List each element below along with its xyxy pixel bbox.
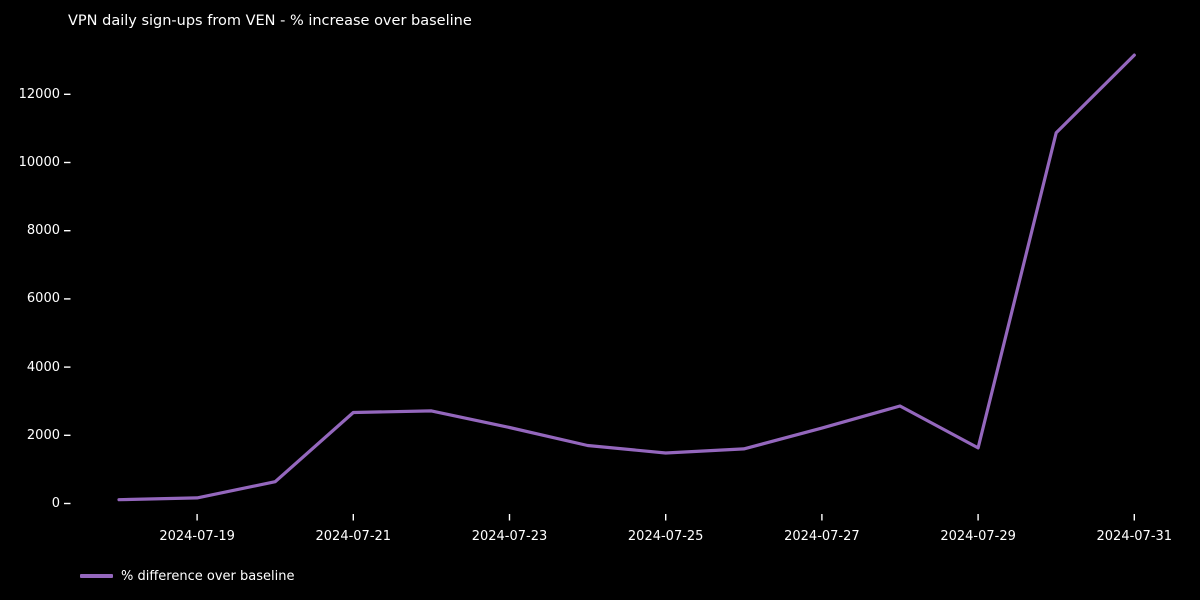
y-axis-tick-label: 10000 — [18, 155, 60, 170]
x-axis-tick-label: 2024-07-19 — [159, 529, 235, 544]
y-axis-tick-label: 2000 — [26, 427, 60, 443]
y-axis-tick-label: 12000 — [18, 86, 60, 102]
legend-line-swatch — [80, 574, 113, 578]
y-axis-tick-label: 6000 — [26, 291, 60, 307]
y-axis-tick-label: 8000 — [26, 223, 60, 239]
x-axis-tick-label: 2024-07-21 — [315, 529, 392, 544]
x-axis-tick-label: 2024-07-31 — [1096, 529, 1173, 544]
series-line — [117, 53, 1136, 502]
legend: % difference over baseline — [80, 567, 294, 585]
x-axis-tick-label: 2024-07-23 — [471, 529, 548, 544]
chart-title: VPN daily sign-ups from VEN - % increase… — [68, 13, 472, 29]
y-axis-tick-label: 0 — [51, 496, 60, 511]
x-axis-tick-label: 2024-07-27 — [784, 529, 860, 544]
legend-label: % difference over baseline — [121, 568, 295, 584]
x-axis-tick-label: 2024-07-25 — [627, 529, 704, 544]
x-axis-tick-label: 2024-07-29 — [940, 529, 1016, 544]
y-axis-tick-label: 4000 — [26, 359, 60, 375]
